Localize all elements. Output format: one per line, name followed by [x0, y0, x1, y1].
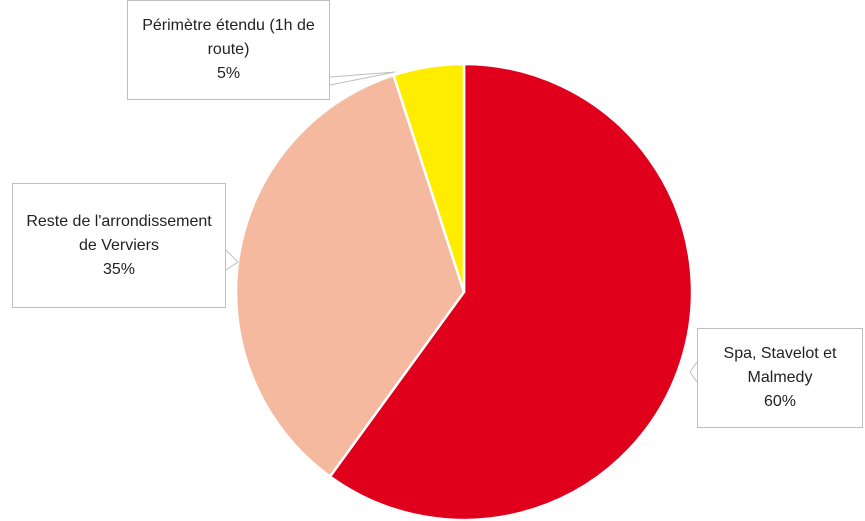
- data-label: Spa, Stavelot et Malmedy 60%: [697, 328, 863, 428]
- callout-pointer: [329, 71, 396, 86]
- value-label: 35%: [102, 260, 136, 278]
- callout-pointer: [689, 361, 698, 383]
- category-label: Périmètre étendu (1h de route): [142, 17, 315, 58]
- data-label: Périmètre étendu (1h de route) 5%: [127, 0, 330, 100]
- pie-slice: [391, 62, 466, 293]
- category-label: Spa, Stavelot et Malmedy: [723, 345, 837, 386]
- value-label: 60%: [763, 393, 797, 410]
- data-label: Reste de l'arrondissement de Verviers 35%: [12, 183, 226, 308]
- category-label: Reste de l'arrondissement de Verviers: [26, 212, 212, 254]
- pie-slice: [234, 73, 466, 479]
- value-label: 5%: [216, 65, 241, 82]
- callout-pointer: [225, 249, 239, 271]
- pie-slice: [328, 62, 694, 521]
